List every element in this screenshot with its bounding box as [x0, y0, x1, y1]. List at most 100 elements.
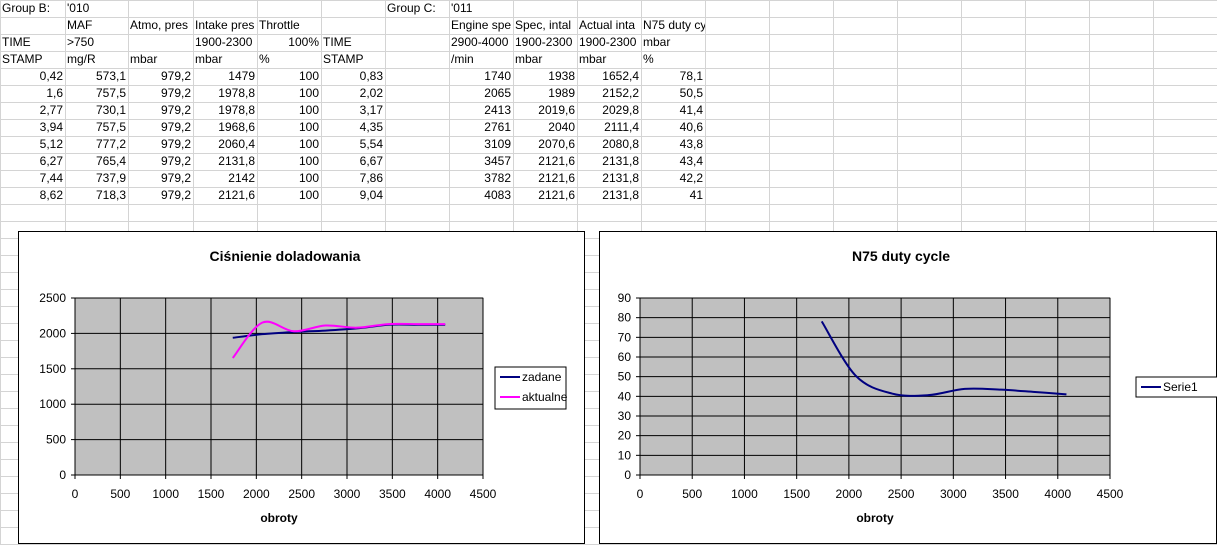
cell-r12-c8[interactable]: 4083 [484, 188, 511, 202]
cell-r7-c4[interactable]: 1978,8 [218, 103, 255, 117]
cell-r10-c5[interactable]: 100 [298, 154, 319, 168]
cell-r5-c3[interactable]: 979,2 [160, 69, 191, 83]
cell-r2-c5[interactable]: Throttle [259, 18, 300, 32]
cell-r12-c2[interactable]: 718,3 [95, 188, 126, 202]
cell-r1-c7[interactable]: Group C: [387, 1, 436, 15]
cell-r1-c1[interactable]: Group B: [2, 1, 51, 15]
cell-r7-c5[interactable]: 100 [298, 103, 319, 117]
cell-r7-c8[interactable]: 2413 [484, 103, 511, 117]
cell-r10-c6[interactable]: 6,67 [359, 154, 383, 168]
cell-r12-c11[interactable]: 41 [689, 188, 703, 202]
cell-r3-c5[interactable]: 100% [288, 35, 319, 49]
cell-r7-c1[interactable]: 2,77 [39, 103, 63, 117]
cell-r4-c9[interactable]: mbar [515, 52, 543, 66]
cell-r12-c3[interactable]: 979,2 [160, 188, 191, 202]
cell-r4-c5[interactable]: % [259, 52, 270, 66]
cell-r7-c10[interactable]: 2029,8 [602, 103, 639, 117]
cell-r2-c11[interactable]: N75 duty cycle [643, 18, 705, 32]
cell-r7-c6[interactable]: 3,17 [359, 103, 383, 117]
cell-r11-c11[interactable]: 42,2 [679, 171, 703, 185]
cell-r6-c4[interactable]: 1978,8 [218, 86, 255, 100]
cell-r3-c6[interactable]: TIME [323, 35, 352, 49]
cell-r6-c3[interactable]: 979,2 [160, 86, 191, 100]
cell-r11-c8[interactable]: 3782 [484, 171, 511, 185]
cell-r10-c2[interactable]: 765,4 [95, 154, 126, 168]
cell-r5-c1[interactable]: 0,42 [39, 69, 63, 83]
cell-r10-c4[interactable]: 2131,8 [218, 154, 255, 168]
cell-r4-c11[interactable]: % [643, 52, 654, 66]
cell-r8-c2[interactable]: 757,5 [95, 120, 126, 134]
cell-r4-c1[interactable]: STAMP [2, 52, 43, 66]
cell-r6-c8[interactable]: 2065 [484, 86, 511, 100]
cell-r5-c5[interactable]: 100 [298, 69, 319, 83]
cell-r6-c1[interactable]: 1,6 [46, 86, 63, 100]
cell-r4-c8[interactable]: /min [451, 52, 474, 66]
cell-r3-c11[interactable]: mbar [643, 35, 671, 49]
cell-r9-c4[interactable]: 2060,4 [218, 137, 255, 151]
cell-r10-c9[interactable]: 2121,6 [538, 154, 575, 168]
cell-r7-c2[interactable]: 730,1 [95, 103, 126, 117]
cell-r5-c4[interactable]: 1479 [228, 69, 255, 83]
cell-r8-c11[interactable]: 40,6 [679, 120, 703, 134]
cell-r3-c10[interactable]: 1900-2300 [579, 35, 637, 49]
cell-r8-c10[interactable]: 2111,4 [604, 120, 639, 134]
cell-r10-c1[interactable]: 6,27 [39, 154, 63, 168]
cell-r6-c11[interactable]: 50,5 [679, 86, 703, 100]
cell-r4-c6[interactable]: STAMP [323, 52, 364, 66]
cell-r11-c2[interactable]: 737,9 [95, 171, 126, 185]
cell-r8-c9[interactable]: 2040 [548, 120, 575, 134]
cell-r9-c2[interactable]: 777,2 [95, 137, 126, 151]
cell-r3-c2[interactable]: >750 [67, 35, 95, 49]
chart-boost-pressure[interactable]: Ciśnienie doladowania 0 500 1000 1500 2000 250… [18, 231, 585, 544]
cell-r10-c8[interactable]: 3457 [484, 154, 511, 168]
chart-n75-duty-cycle[interactable]: N75 duty cycle 0 500 1000 1500 2000 2500 3000 35… [599, 231, 1217, 544]
cell-r12-c6[interactable]: 9,04 [359, 188, 383, 202]
cell-r12-c5[interactable]: 100 [298, 188, 319, 202]
cell-r5-c10[interactable]: 1652,4 [602, 69, 639, 83]
cell-r6-c10[interactable]: 2152,2 [602, 86, 639, 100]
cell-r8-c4[interactable]: 1968,6 [218, 120, 255, 134]
cell-r5-c9[interactable]: 1938 [548, 69, 575, 83]
cell-r6-c5[interactable]: 100 [298, 86, 319, 100]
cell-r5-c6[interactable]: 0,83 [359, 69, 383, 83]
cell-r2-c2[interactable]: MAF [67, 18, 93, 32]
cell-r2-c3[interactable]: Atmo, pres [130, 18, 189, 32]
cell-r2-c10[interactable]: Actual inta [579, 18, 636, 32]
cell-r11-c4[interactable]: 2142 [228, 171, 255, 185]
cell-r7-c3[interactable]: 979,2 [160, 103, 191, 117]
cell-r8-c6[interactable]: 4,35 [359, 120, 383, 134]
cell-r9-c8[interactable]: 3109 [484, 137, 511, 151]
cell-r8-c3[interactable]: 979,2 [160, 120, 191, 134]
cell-r1-c8[interactable]: '011 [451, 1, 473, 15]
cell-r10-c11[interactable]: 43,4 [679, 154, 703, 168]
cell-r11-c6[interactable]: 7,86 [359, 171, 383, 185]
cell-r4-c3[interactable]: mbar [130, 52, 158, 66]
cell-r9-c9[interactable]: 2070,6 [538, 137, 575, 151]
cell-r11-c3[interactable]: 979,2 [160, 171, 191, 185]
cell-r9-c1[interactable]: 5,12 [39, 137, 63, 151]
cell-r10-c10[interactable]: 2131,8 [602, 154, 639, 168]
cell-r9-c6[interactable]: 5,54 [359, 137, 383, 151]
cell-r8-c5[interactable]: 100 [298, 120, 319, 134]
cell-r9-c3[interactable]: 979,2 [160, 137, 191, 151]
cell-r2-c4[interactable]: Intake pres [195, 18, 255, 32]
cell-r11-c5[interactable]: 100 [298, 171, 319, 185]
cell-r3-c8[interactable]: 2900-4000 [451, 35, 509, 49]
cell-r9-c11[interactable]: 43,8 [679, 137, 703, 151]
cell-r8-c1[interactable]: 3,94 [39, 120, 63, 134]
cell-r12-c9[interactable]: 2121,6 [538, 188, 575, 202]
cell-r11-c10[interactable]: 2131,8 [602, 171, 639, 185]
cell-r9-c10[interactable]: 2080,8 [602, 137, 639, 151]
cell-r11-c1[interactable]: 7,44 [39, 171, 63, 185]
cell-r4-c2[interactable]: mg/R [67, 52, 96, 66]
cell-r5-c11[interactable]: 78,1 [679, 69, 703, 83]
cell-r9-c5[interactable]: 100 [298, 137, 319, 151]
cell-r4-c4[interactable]: mbar [195, 52, 223, 66]
cell-r7-c9[interactable]: 2019,6 [538, 103, 575, 117]
cell-r2-c8[interactable]: Engine spe [451, 18, 512, 32]
cell-r6-c2[interactable]: 757,5 [95, 86, 126, 100]
cell-r3-c4[interactable]: 1900-2300 [195, 35, 253, 49]
cell-r6-c9[interactable]: 1989 [548, 86, 575, 100]
cell-r5-c8[interactable]: 1740 [484, 69, 511, 83]
cell-r1-c2[interactable]: '010 [67, 1, 90, 15]
